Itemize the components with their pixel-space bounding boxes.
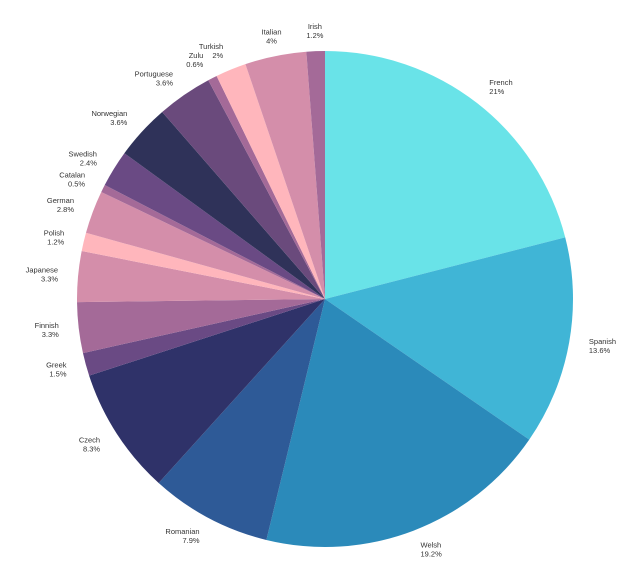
pie-labels: French 21% Spanish 13.6% Welsh 19.2% Romanian 7… (26, 22, 616, 558)
slice-name: Zulu (189, 51, 204, 60)
slice-percent: 1.5% (49, 370, 66, 379)
slice-label-french: French 21% (489, 78, 512, 96)
slice-percent: 2% (212, 51, 223, 60)
slice-swedish (104, 153, 326, 299)
slice-portuguese (162, 80, 325, 299)
slice-name: Portuguese (135, 69, 173, 78)
slice-label-irish: Irish 1.2% (306, 22, 323, 40)
slice-turkish (216, 64, 325, 300)
slice-name: Welsh (421, 540, 442, 549)
slice-label-zulu: Zulu 0.6% (186, 51, 203, 69)
slice-percent: 0.5% (68, 180, 85, 189)
slice-greek (82, 299, 325, 376)
slice-label-czech: Czech 8.3% (79, 436, 101, 454)
slice-percent: 2.4% (80, 158, 97, 167)
slice-japanese (77, 251, 325, 303)
slice-label-catalan: Catalan 0.5% (59, 171, 85, 189)
slice-spanish (325, 237, 574, 440)
slice-finnish (77, 299, 326, 354)
slice-name: Romanian (165, 527, 199, 536)
slice-label-norwegian: Norwegian 3.6% (91, 109, 127, 127)
slice-czech (89, 299, 325, 483)
slice-percent: 21% (489, 87, 504, 96)
slice-percent: 8.3% (83, 445, 100, 454)
slice-name: French (489, 78, 512, 87)
slice-percent: 4% (266, 36, 277, 45)
slice-french (325, 51, 566, 299)
slice-label-italian: Italian 4% (261, 27, 281, 45)
slice-name: Catalan (59, 171, 85, 180)
slice-percent: 2.8% (57, 205, 74, 214)
slice-label-japanese: Japanese 3.3% (26, 266, 59, 284)
slice-name: Turkish (199, 42, 223, 51)
slice-percent: 13.6% (589, 346, 611, 355)
slice-percent: 1.2% (47, 237, 64, 246)
slice-irish (306, 50, 325, 299)
slice-name: Finnish (35, 321, 59, 330)
slice-name: Greek (46, 361, 67, 370)
slice-label-swedish: Swedish 2.4% (69, 149, 98, 167)
slice-label-finnish: Finnish 3.3% (35, 321, 60, 339)
slice-label-greek: Greek 1.5% (46, 361, 67, 379)
slice-italian (245, 51, 325, 300)
slice-name: Irish (308, 22, 322, 31)
slice-label-welsh: Welsh 19.2% (421, 540, 443, 558)
slice-label-german: German 2.8% (47, 196, 74, 214)
slice-name: Czech (79, 436, 100, 445)
slice-label-polish: Polish 1.2% (44, 228, 65, 246)
slice-norwegian (124, 111, 325, 299)
slice-percent: 3.3% (41, 275, 58, 284)
slice-label-turkish: Turkish 2% (199, 42, 224, 60)
slice-label-spanish: Spanish 13.6% (589, 337, 616, 355)
slice-polish (81, 232, 325, 299)
slice-percent: 0.6% (186, 60, 203, 69)
slice-name: Polish (44, 228, 64, 237)
slice-name: Italian (261, 27, 281, 36)
slice-label-romanian: Romanian 7.9% (165, 527, 200, 545)
slice-name: Norwegian (91, 109, 127, 118)
slice-name: Spanish (589, 337, 616, 346)
slice-percent: 3.3% (42, 330, 59, 339)
slice-label-portuguese: Portuguese 3.6% (135, 69, 174, 87)
slice-name: Japanese (26, 266, 59, 275)
slice-romanian (158, 299, 325, 540)
slice-zulu (208, 75, 325, 299)
slice-percent: 19.2% (421, 549, 443, 558)
pie-slices (77, 50, 574, 547)
slice-percent: 3.6% (156, 78, 173, 87)
slice-percent: 7.9% (182, 536, 199, 545)
slice-german (86, 192, 325, 299)
slice-catalan (101, 185, 326, 299)
slice-name: German (47, 196, 74, 205)
slice-welsh (266, 299, 530, 547)
slice-name: Swedish (69, 149, 97, 158)
slice-percent: 1.2% (306, 31, 323, 40)
slice-percent: 3.6% (110, 118, 127, 127)
